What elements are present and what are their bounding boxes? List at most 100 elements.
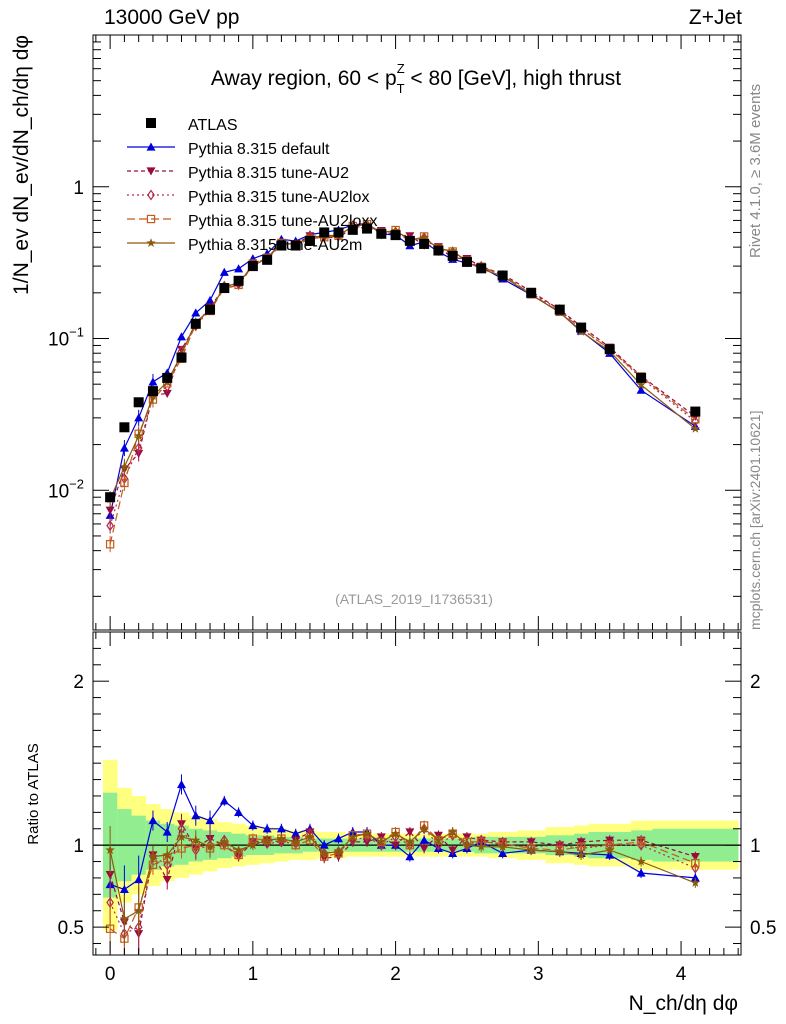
data-point-atlas — [576, 322, 587, 333]
ratio-point-pythia-8-315-tune-au2m — [636, 856, 646, 866]
ratio-tick-label-right: 0.5 — [750, 918, 776, 939]
ratio-point-pythia-8-315-tune-au2m — [497, 841, 508, 851]
ratio-line-pythia-8-315-tune-au2loxx — [109, 824, 696, 940]
main-line-pythia-8-315-tune-au2m — [109, 223, 696, 500]
ratio-tick-label-right: 2 — [750, 672, 761, 693]
legend-label-pythia-8-315-tune-au2lox: Pythia 8.315 tune-AU2lox — [188, 189, 369, 206]
main-point-pythia-8-315-tune-au2m — [134, 431, 144, 440]
ratio-point-pythia-8-315-tune-au2 — [448, 846, 458, 855]
data-point-atlas — [304, 235, 315, 246]
x-tick-label: 1 — [248, 964, 259, 985]
ratio-point-pythia-8-315-default — [636, 868, 646, 877]
axes-frames — [92, 34, 742, 956]
y-tick-label: 10−2 — [48, 476, 84, 502]
ratio-point-pythia-8-315-tune-au2m — [476, 841, 486, 851]
ratio-point-pythia-8-315-tune-au2 — [391, 841, 401, 850]
ratio-point-pythia-8-315-tune-au2loxx — [691, 858, 700, 868]
data-point-atlas — [404, 235, 415, 246]
y-tick-label: 1 — [73, 178, 84, 199]
ratio-point-pythia-8-315-default — [248, 820, 258, 830]
ratio-point-pythia-8-315-default — [276, 824, 286, 833]
ratio-point-pythia-8-315-default — [419, 835, 429, 844]
ratio-point-pythia-8-315-default — [219, 796, 229, 805]
main-point-pythia-8-315-tune-au2m — [636, 379, 646, 389]
main-point-pythia-8-315-default — [176, 332, 186, 341]
ratio-point-pythia-8-315-default — [234, 807, 244, 816]
main-point-pythia-8-315-default — [119, 443, 129, 452]
source-label-wrap: mcplots.cern.ch [arXiv:2401.10621] — [747, 30, 769, 630]
data-point-atlas — [290, 240, 301, 251]
data-point-atlas — [554, 304, 565, 315]
ratio-point-pythia-8-315-tune-au2m — [576, 850, 586, 859]
ratio-point-pythia-8-315-default — [148, 816, 158, 825]
ratio-point-pythia-8-315-tune-au2m — [276, 833, 287, 843]
process-label: Z+Jet — [688, 6, 742, 29]
ratio-point-pythia-8-315-default — [134, 875, 144, 884]
ratio-point-pythia-8-315-default — [333, 834, 343, 843]
ratio-point-pythia-8-315-tune-au2m — [405, 836, 415, 846]
data-point-atlas — [247, 261, 258, 272]
ratio-line-pythia-8-315-tune-au2lox — [109, 827, 696, 935]
main-point-pythia-8-315-tune-au2 — [162, 389, 172, 398]
main-point-pythia-8-315-default — [191, 308, 201, 317]
source-label: mcplots.cern.ch [arXiv:2401.10621] — [747, 410, 763, 630]
ratio-point-pythia-8-315-tune-au2m — [262, 835, 272, 845]
data-point-atlas — [461, 256, 472, 267]
ratio-point-pythia-8-315-tune-au2m — [191, 835, 201, 845]
data-point-atlas — [526, 287, 537, 298]
y-tick-label: 10−1 — [48, 325, 84, 351]
ratio-axis-label: Ratio to ATLAS — [25, 743, 42, 844]
ratio-point-pythia-8-315-tune-au2m — [319, 848, 329, 858]
legend-label-pythia-8-315-tune-au2loxx: Pythia 8.315 tune-AU2loxx — [188, 213, 377, 230]
ratio-point-pythia-8-315-tune-au2 — [419, 844, 429, 853]
main-point-pythia-8-315-tune-au2m — [690, 423, 700, 433]
ratio-tick-label: 0.5 — [58, 918, 84, 939]
ratio-point-pythia-8-315-default — [405, 852, 415, 861]
ratio-point-pythia-8-315-tune-au2m — [248, 840, 258, 850]
legend-marker-pythia-8-315-tune-au2loxx — [146, 214, 156, 224]
data-point-atlas — [476, 263, 487, 274]
legend: ATLAS Pythia 8.315 default Pythia 8.315 tu… — [127, 117, 377, 254]
data-point-atlas — [190, 318, 201, 329]
ratio-point-pythia-8-315-tune-au2m — [219, 836, 229, 846]
ratio-point-pythia-8-315-default — [319, 840, 329, 849]
ratio-point-pythia-8-315-tune-au2m — [148, 851, 158, 861]
ratio-point-pythia-8-315-tune-au2m — [433, 835, 444, 845]
ratio-point-pythia-8-315-tune-au2m — [462, 840, 472, 850]
ratio-point-pythia-8-315-tune-au2m — [690, 877, 700, 887]
ratio-line-pythia-8-315-tune-au2m — [109, 828, 696, 920]
data-point-atlas — [262, 254, 273, 265]
data-point-atlas — [604, 344, 615, 355]
data-point-atlas — [233, 275, 244, 286]
data-point-atlas — [347, 224, 358, 235]
ratio-point-pythia-8-315-tune-au2m — [362, 828, 372, 838]
main-point-pythia-8-315-default — [148, 377, 158, 386]
main-line-pythia-8-315-default — [109, 222, 696, 516]
ratio-line-pythia-8-315-default — [109, 782, 696, 891]
main-point-pythia-8-315-tune-au2m — [119, 461, 130, 471]
legend-marker-pythia-8-315-default — [146, 142, 156, 151]
data-point-atlas — [433, 245, 444, 256]
ratio-point-pythia-8-315-tune-au2m — [205, 841, 215, 851]
ratio-point-pythia-8-315-tune-au2lox — [637, 839, 645, 851]
energy-label: 13000 GeV pp — [104, 6, 240, 29]
data-point-atlas — [119, 422, 130, 433]
data-point-atlas — [497, 270, 508, 281]
main-point-pythia-8-315-default — [636, 385, 646, 394]
x-axis-label: N_ch/dη dφ — [629, 992, 738, 1015]
legend-label-pythia-8-315-tune-au2m: Pythia 8.315 tune-AU2m — [188, 237, 362, 254]
data-point-atlas — [362, 223, 373, 234]
ratio-point-pythia-8-315-tune-au2m — [162, 850, 172, 859]
legend-marker-pythia-8-315-tune-au2lox — [147, 189, 155, 201]
ratio-point-pythia-8-315-tune-au2m — [376, 836, 386, 846]
analysis-id-label: (ATLAS_2019_I1736531) — [335, 591, 493, 607]
data-point-atlas — [447, 250, 458, 261]
main-point-pythia-8-315-tune-au2loxx — [120, 478, 129, 488]
main-panel-frame — [92, 34, 742, 631]
ratio-point-pythia-8-315-default — [176, 779, 186, 789]
ratio-panel-frame — [92, 631, 742, 956]
data-point-atlas — [390, 230, 401, 241]
data-point-atlas — [219, 283, 230, 294]
ratio-point-pythia-8-315-default — [119, 884, 129, 894]
ratio-point-pythia-8-315-tune-au2m — [555, 846, 565, 856]
